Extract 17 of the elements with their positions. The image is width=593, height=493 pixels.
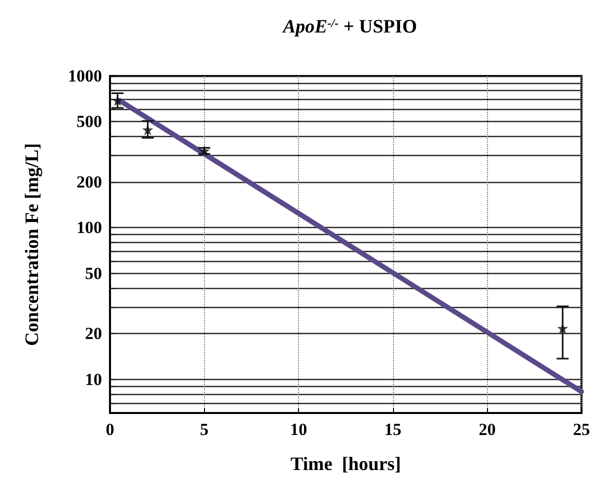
x-tick-label: 10 [290,420,308,439]
x-tick-label: 20 [478,420,496,439]
y-tick-label: 20 [85,324,102,344]
x-tick-label: 15 [384,420,402,439]
chart-title: ApoE-/- + USPIO [282,16,418,38]
y-tick-label: 500 [76,112,102,132]
x-tick-label: 0 [106,420,114,439]
y-tick-label: 100 [76,218,102,238]
y-tick-label: 50 [85,264,102,283]
x-tick-label: 5 [200,420,209,439]
x-axis-title: Time [hours] [290,454,401,475]
point [557,322,568,334]
y-tick-label: 10 [85,370,102,389]
y-tick-label: 200 [76,172,102,192]
x-tick-label: 25 [573,420,590,439]
y-axis-title: Concentration Fe [mg/L] [22,143,43,346]
y-tick-label: 1000 [68,66,102,86]
